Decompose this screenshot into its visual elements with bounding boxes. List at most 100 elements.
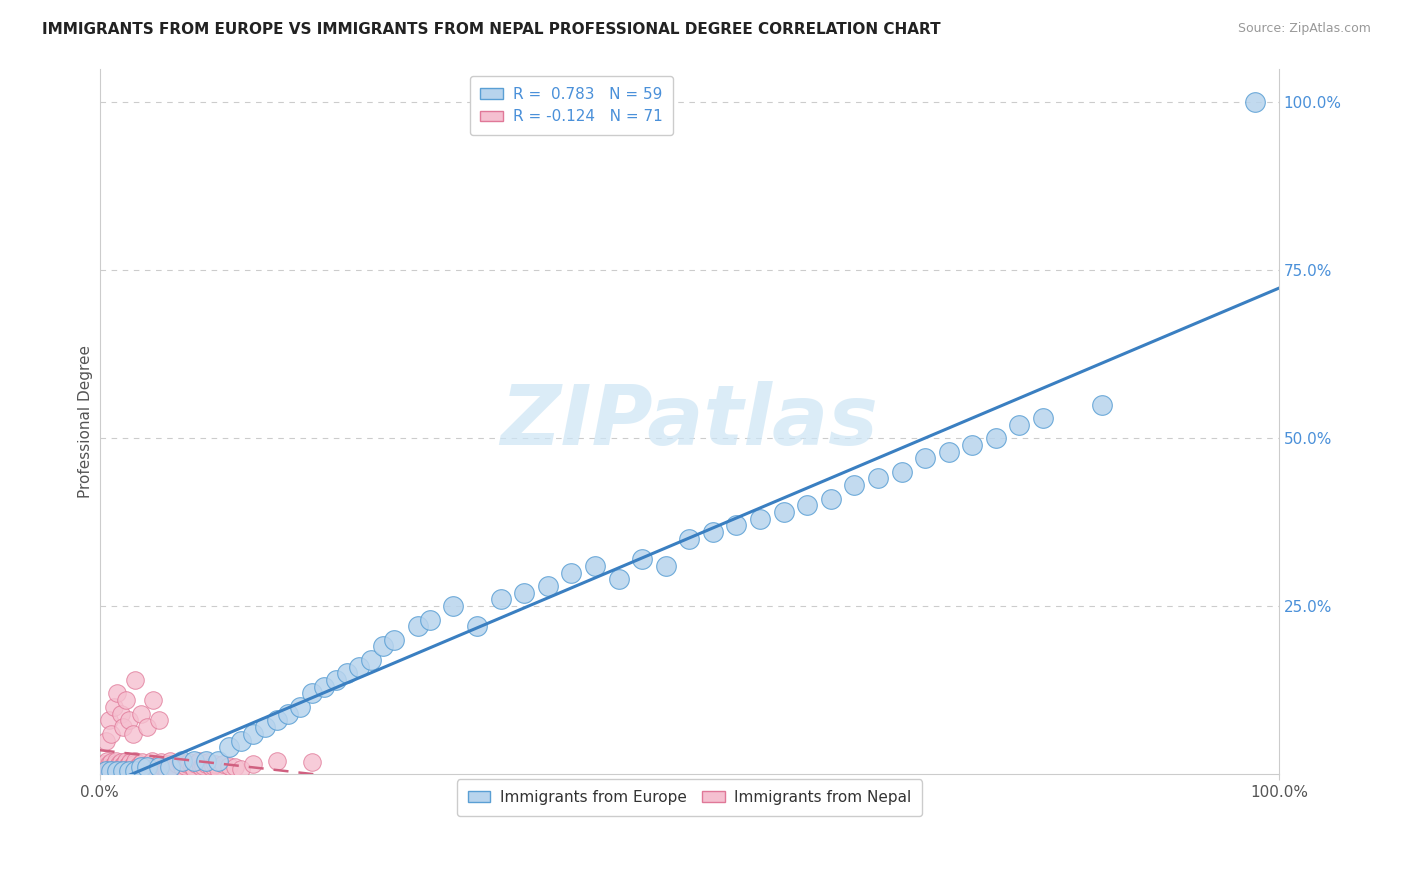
Point [124, 754, 146, 768]
Point [112, 757, 135, 772]
Point [336, 666, 359, 681]
Point [96, 754, 118, 768]
Point [176, 757, 198, 772]
Point [772, 505, 794, 519]
Point [607, 572, 630, 586]
Point [796, 499, 818, 513]
Point [962, 438, 984, 452]
Text: ZIPatlas: ZIPatlas [501, 381, 879, 462]
Point [98, 714, 121, 728]
Point [169, 755, 191, 769]
Point [749, 512, 772, 526]
Point [253, 720, 276, 734]
Point [105, 686, 128, 700]
Y-axis label: Professional Degree: Professional Degree [79, 345, 93, 498]
Point [1032, 411, 1054, 425]
Point [406, 619, 429, 633]
Point [148, 714, 170, 728]
Point [678, 532, 700, 546]
Point [465, 619, 488, 633]
Point [112, 760, 135, 774]
Point [129, 706, 152, 721]
Point [93, 762, 115, 776]
Point [97, 762, 120, 776]
Point [114, 754, 136, 768]
Point [266, 714, 288, 728]
Point [702, 525, 724, 540]
Point [183, 754, 205, 768]
Point [197, 755, 219, 769]
Point [148, 760, 170, 774]
Point [914, 451, 936, 466]
Point [118, 757, 141, 772]
Point [111, 759, 134, 773]
Point [114, 693, 136, 707]
Point [135, 720, 157, 734]
Point [218, 759, 240, 773]
Point [186, 757, 208, 772]
Point [347, 659, 370, 673]
Point [149, 755, 172, 769]
Point [266, 754, 288, 768]
Point [134, 759, 156, 773]
Point [288, 700, 311, 714]
Point [173, 759, 195, 773]
Point [583, 558, 606, 573]
Point [148, 757, 170, 772]
Point [371, 640, 394, 654]
Point [121, 727, 143, 741]
Point [110, 706, 132, 721]
Text: IMMIGRANTS FROM EUROPE VS IMMIGRANTS FROM NEPAL PROFESSIONAL DEGREE CORRELATION : IMMIGRANTS FROM EUROPE VS IMMIGRANTS FRO… [42, 22, 941, 37]
Point [98, 760, 121, 774]
Point [560, 566, 582, 580]
Point [194, 754, 217, 768]
Point [194, 757, 217, 772]
Point [242, 757, 264, 772]
Point [94, 764, 117, 778]
Point [94, 759, 117, 773]
Point [112, 720, 135, 734]
Point [103, 700, 125, 714]
Point [513, 585, 536, 599]
Point [190, 760, 212, 774]
Point [207, 754, 229, 768]
Point [98, 757, 121, 772]
Point [537, 579, 560, 593]
Point [107, 757, 129, 772]
Point [172, 760, 194, 774]
Point [231, 762, 253, 776]
Point [108, 762, 131, 776]
Point [312, 680, 335, 694]
Point [207, 762, 229, 776]
Point [100, 755, 122, 769]
Text: Source: ZipAtlas.com: Source: ZipAtlas.com [1237, 22, 1371, 36]
Point [118, 714, 141, 728]
Point [984, 431, 1007, 445]
Point [124, 764, 146, 778]
Legend: Immigrants from Europe, Immigrants from Nepal: Immigrants from Europe, Immigrants from … [457, 780, 922, 816]
Point [91, 757, 114, 772]
Point [155, 762, 177, 776]
Point [200, 760, 222, 774]
Point [122, 757, 145, 772]
Point [443, 599, 465, 614]
Point [141, 754, 163, 768]
Point [159, 760, 181, 774]
Point [135, 762, 157, 776]
Point [325, 673, 347, 687]
Point [301, 686, 323, 700]
Point [193, 759, 215, 773]
Point [91, 760, 114, 774]
Point [172, 754, 194, 768]
Point [360, 653, 382, 667]
Point [301, 755, 323, 769]
Point [820, 491, 842, 506]
Point [166, 757, 188, 772]
Point [654, 558, 676, 573]
Point [118, 764, 141, 778]
Point [138, 757, 160, 772]
Point [212, 757, 235, 772]
Point [100, 727, 122, 741]
Point [419, 613, 441, 627]
Point [224, 760, 246, 774]
